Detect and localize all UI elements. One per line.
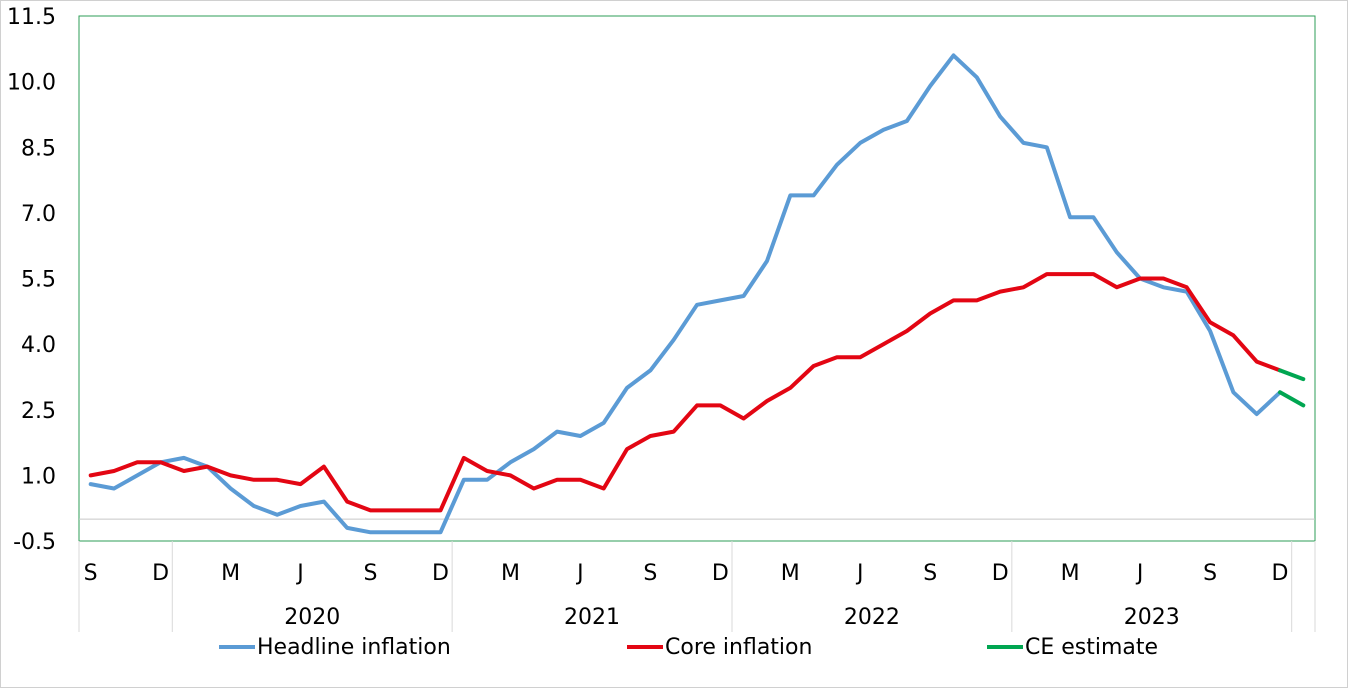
x-month-label: J [575,561,584,586]
x-month-label: D [992,561,1009,586]
x-month-label: S [643,561,657,586]
x-year-label: 2020 [284,605,340,630]
x-month-label: D [1272,561,1289,586]
y-tick-label: 2.5 [21,399,56,424]
legend-item-ce-estimate: CE estimate [987,632,1158,662]
x-month-label: J [855,561,864,586]
series-group [88,53,1306,535]
legend-item-headline: Headline inflation [219,632,451,662]
x-month-label: M [1061,561,1080,586]
x-month-label: M [221,561,240,586]
x-month-label: M [501,561,520,586]
x-month-label: M [781,561,800,586]
y-tick-label: 1.0 [21,464,56,489]
x-year-label: 2023 [1124,605,1180,630]
y-tick-label: -0.5 [13,530,56,555]
y-tick-label: 4.0 [21,333,56,358]
legend-item-core: Core inflation [627,632,812,662]
plot-area [78,15,1316,542]
series-line-core-inflation [88,272,1282,513]
legend-swatch-ce-estimate [987,645,1023,649]
x-month-label: D [432,561,449,586]
legend-label-headline: Headline inflation [257,634,451,660]
legend-label-ce-estimate: CE estimate [1025,634,1159,660]
x-month-label: S [923,561,937,586]
x-month-label: S [364,561,378,586]
x-year-label: 2021 [564,605,620,630]
legend-swatch-headline [219,645,255,649]
series-line-headline-inflation [88,53,1282,535]
y-tick-label: 10.0 [7,71,56,96]
x-month-label: J [1135,561,1144,586]
x-month-label: S [1203,561,1217,586]
series-line-ce-estimate [1278,368,1306,382]
x-month-label: D [712,561,729,586]
x-month-label: J [295,561,304,586]
y-axis: 11.5 10.0 8.5 7.0 5.5 4.0 2.5 1.0 -0.5 [7,5,1315,555]
x-month-label: S [84,561,98,586]
legend-swatch-core [627,645,663,649]
x-month-label: D [152,561,169,586]
y-tick-label: 8.5 [21,136,56,161]
y-tick-label: 7.0 [21,202,56,227]
series-line-ce-estimate [1278,390,1306,408]
legend-label-core: Core inflation [665,634,813,660]
x-year-label: 2022 [844,605,900,630]
x-axis: S D M J S D M J S D M J S D M J S D 2020 2021 2022 2023 [78,541,1316,632]
y-tick-label: 11.5 [7,5,56,30]
legend: Headline inflation Core inflation CE est… [0,632,1348,662]
y-tick-label: 5.5 [21,268,56,293]
